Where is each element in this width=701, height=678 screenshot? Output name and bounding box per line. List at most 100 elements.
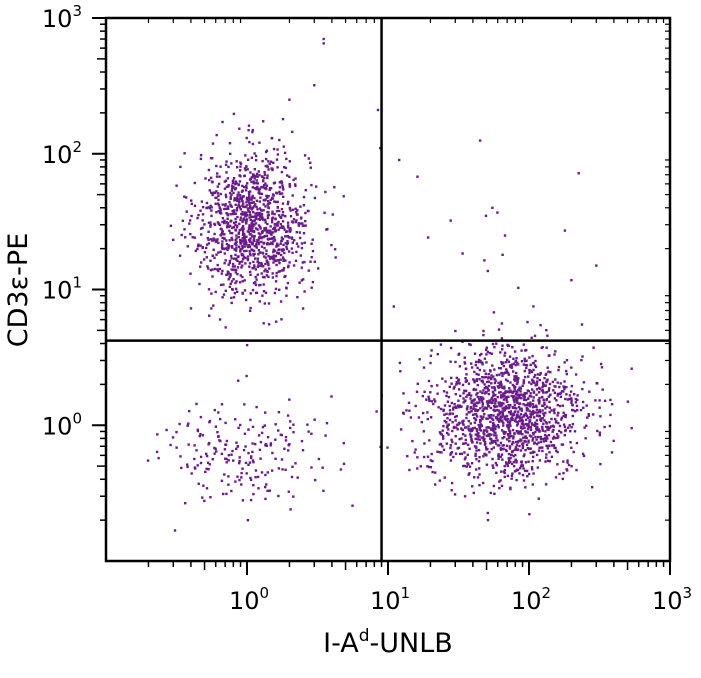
event-dot: [552, 389, 555, 392]
event-dot: [500, 415, 504, 419]
event-dot: [221, 269, 224, 273]
event-dot: [258, 189, 261, 192]
event-dot: [560, 431, 563, 434]
event-dot: [458, 365, 462, 368]
event-dot: [309, 260, 312, 263]
event-dot: [491, 418, 495, 422]
event-dot: [267, 202, 270, 206]
event-dot: [252, 484, 255, 487]
event-dot: [546, 459, 550, 462]
event-dot: [248, 197, 251, 200]
event-dot: [498, 417, 502, 420]
event-dot: [503, 394, 506, 397]
event-dot: [530, 388, 534, 391]
event-dot: [300, 266, 303, 269]
event-dot: [582, 406, 585, 409]
event-dot: [243, 205, 246, 208]
event-dot: [545, 380, 548, 383]
event-dot: [252, 237, 256, 241]
event-dot: [532, 450, 535, 453]
event-dot: [546, 447, 549, 450]
event-dot: [529, 415, 533, 419]
event-dot: [231, 179, 235, 183]
event-dot: [537, 391, 541, 394]
event-dot: [450, 481, 454, 485]
event-dot: [452, 387, 455, 390]
event-dot: [209, 176, 213, 179]
event-dot: [570, 426, 573, 429]
event-dot: [220, 452, 224, 456]
event-dot: [292, 431, 295, 434]
event-dot: [228, 276, 231, 279]
event-dot: [469, 435, 473, 439]
event-dot: [281, 214, 285, 217]
event-dot: [242, 218, 245, 221]
event-dot: [217, 194, 220, 198]
event-dot: [548, 382, 552, 386]
event-dot: [478, 378, 481, 381]
event-dot: [253, 235, 256, 238]
event-dot: [272, 254, 275, 257]
event-dot: [557, 435, 560, 438]
event-dot: [512, 460, 516, 464]
event-dot: [514, 417, 517, 420]
event-dot: [231, 265, 235, 268]
event-dot: [225, 160, 228, 163]
event-dot: [188, 409, 191, 413]
event-dot: [236, 266, 240, 269]
event-dot: [528, 434, 532, 437]
y-tick-label-exp: 3: [72, 2, 82, 20]
event-dot: [284, 166, 288, 170]
event-dot: [288, 229, 292, 233]
event-dot: [269, 198, 272, 201]
event-dot: [522, 436, 525, 439]
event-dot: [276, 206, 279, 209]
event-dot: [509, 456, 512, 460]
event-dot: [261, 275, 265, 279]
event-dot: [529, 412, 532, 415]
event-dot: [478, 473, 481, 476]
event-dot: [438, 479, 441, 482]
event-dot: [216, 192, 220, 195]
event-dot: [576, 398, 579, 402]
event-dot: [201, 219, 204, 222]
event-dot: [539, 371, 542, 375]
event-dot: [256, 260, 259, 263]
event-dot: [217, 241, 220, 245]
event-dot: [249, 198, 253, 201]
event-dot: [553, 391, 556, 394]
event-dot: [466, 453, 469, 456]
event-dot: [251, 206, 255, 209]
event-dot: [473, 352, 477, 355]
event-dot: [526, 402, 530, 405]
event-dot: [294, 184, 297, 187]
event-dot: [610, 451, 614, 454]
event-dot: [499, 380, 502, 383]
event-dot: [311, 280, 315, 284]
event-dot: [432, 402, 435, 406]
event-dot: [258, 187, 261, 190]
event-dot: [496, 413, 500, 416]
event-dot: [472, 405, 476, 408]
event-dot: [515, 382, 519, 386]
event-dot: [218, 318, 222, 321]
event-dot: [479, 390, 482, 393]
event-dot: [284, 468, 287, 471]
event-dot: [220, 403, 224, 406]
event-dot: [232, 112, 236, 116]
event-dot: [531, 361, 535, 365]
event-dot: [315, 185, 318, 188]
event-dot: [258, 264, 262, 267]
event-dot: [562, 423, 566, 426]
event-dot: [238, 260, 241, 264]
event-dot: [555, 433, 559, 436]
event-dot: [514, 376, 517, 379]
event-dot: [206, 243, 209, 246]
event-dot: [518, 393, 522, 396]
event-dot: [245, 196, 249, 199]
event-dot: [205, 452, 208, 456]
event-dot: [539, 418, 542, 421]
event-dot: [207, 242, 211, 245]
event-dot: [478, 438, 482, 441]
event-dot: [522, 422, 525, 425]
